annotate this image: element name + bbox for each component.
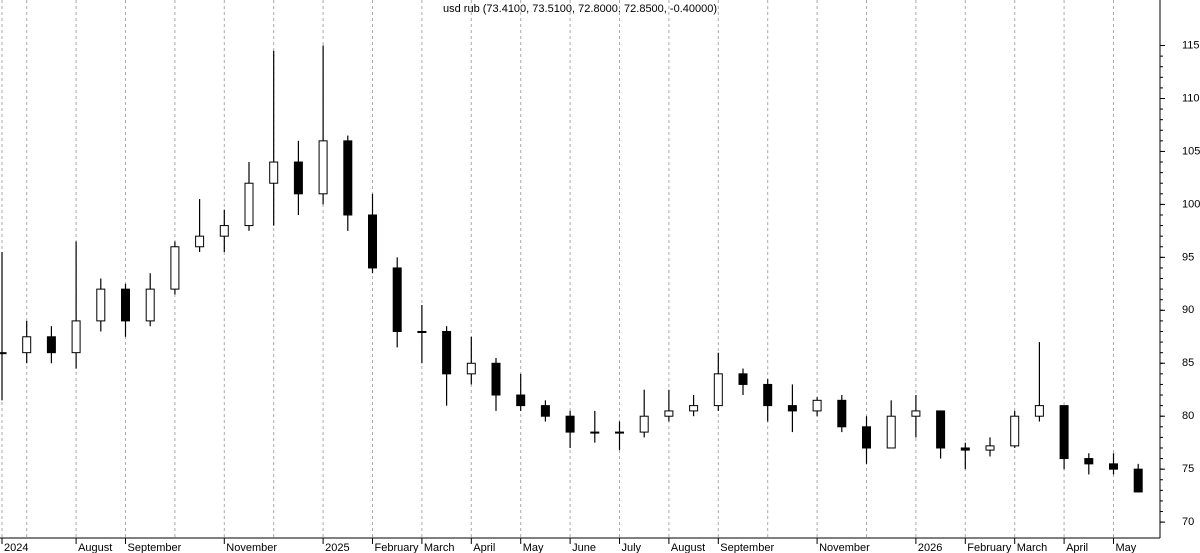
candle-body bbox=[491, 362, 501, 396]
candle-body bbox=[1109, 463, 1118, 470]
x-tick-label: August bbox=[671, 542, 705, 553]
x-tick-label: March bbox=[1017, 542, 1048, 553]
candle-body bbox=[787, 405, 797, 412]
y-tick-label: 80 bbox=[1182, 410, 1194, 422]
x-tick-label: March bbox=[424, 542, 455, 553]
x-tick-label: August bbox=[78, 542, 112, 553]
x-tick-label: September bbox=[128, 542, 182, 553]
candle-body bbox=[71, 320, 81, 354]
candle-body bbox=[244, 182, 254, 227]
candle-body bbox=[1084, 458, 1094, 465]
y-tick-label: 105 bbox=[1182, 145, 1200, 157]
candle-body bbox=[417, 330, 427, 333]
candle-body bbox=[96, 288, 106, 322]
y-tick-label: 75 bbox=[1182, 463, 1194, 475]
candle-body bbox=[862, 426, 871, 449]
candle-body bbox=[812, 399, 822, 412]
x-tick-label: 2024 bbox=[4, 542, 28, 553]
candle-body bbox=[713, 373, 723, 407]
y-tick-label: 115 bbox=[1182, 39, 1200, 51]
candle-body bbox=[985, 445, 995, 451]
y-tick-label: 110 bbox=[1182, 92, 1200, 104]
candle-body bbox=[343, 140, 353, 216]
candle-body bbox=[22, 336, 32, 354]
candle-body bbox=[219, 225, 229, 237]
chart-title: usd rub (73.4100, 73.5100, 72.8000, 72.8… bbox=[443, 3, 717, 15]
candle-body bbox=[46, 336, 56, 354]
candle-body bbox=[565, 415, 575, 433]
candle-body bbox=[837, 399, 847, 428]
candle-body bbox=[960, 447, 970, 451]
candle-body bbox=[368, 214, 377, 269]
x-tick-label: November bbox=[819, 542, 870, 553]
x-tick-label: May bbox=[1116, 542, 1137, 553]
candle-body bbox=[0, 352, 7, 355]
y-tick-label: 90 bbox=[1182, 304, 1194, 316]
candle-body bbox=[615, 431, 624, 434]
x-tick-label: July bbox=[622, 542, 642, 553]
candle-body bbox=[1059, 405, 1069, 460]
candle-body bbox=[763, 383, 773, 407]
x-tick-label: May bbox=[523, 542, 544, 553]
candle-body bbox=[318, 140, 328, 195]
candle-body bbox=[516, 394, 526, 407]
candle-body bbox=[886, 415, 896, 449]
candle-body bbox=[738, 373, 748, 385]
x-tick-label: September bbox=[720, 542, 774, 553]
candle-body bbox=[639, 415, 649, 433]
y-tick-label: 85 bbox=[1182, 357, 1194, 369]
candle-body bbox=[466, 362, 476, 375]
candle-body bbox=[540, 405, 550, 417]
candle-body bbox=[1010, 415, 1020, 447]
x-tick-label: June bbox=[572, 542, 596, 553]
candle-body bbox=[170, 246, 180, 290]
x-tick-label: February bbox=[375, 542, 420, 553]
x-tick-label: April bbox=[473, 542, 495, 553]
candle-body bbox=[195, 235, 205, 248]
candle-body bbox=[392, 267, 402, 332]
y-tick-label: 95 bbox=[1182, 251, 1194, 263]
x-tick-label: November bbox=[226, 542, 277, 553]
candle-body bbox=[1034, 405, 1044, 417]
candle-body bbox=[1133, 468, 1143, 493]
candle-body bbox=[293, 161, 303, 195]
candle-body bbox=[145, 288, 155, 322]
candle-body bbox=[121, 288, 130, 322]
candle-body bbox=[442, 330, 452, 375]
x-tick-label: April bbox=[1066, 542, 1088, 553]
y-tick-label: 70 bbox=[1182, 516, 1194, 528]
x-tick-label: 2025 bbox=[325, 542, 349, 553]
candle-body bbox=[936, 410, 946, 449]
candle-body bbox=[269, 161, 279, 184]
candle-body bbox=[590, 431, 600, 434]
y-tick-label: 100 bbox=[1182, 198, 1200, 210]
x-tick-label: February bbox=[967, 542, 1012, 553]
x-tick-label: 2026 bbox=[918, 542, 942, 553]
candle-body bbox=[664, 410, 674, 417]
candle-body bbox=[911, 410, 921, 417]
candle-body bbox=[689, 405, 699, 412]
